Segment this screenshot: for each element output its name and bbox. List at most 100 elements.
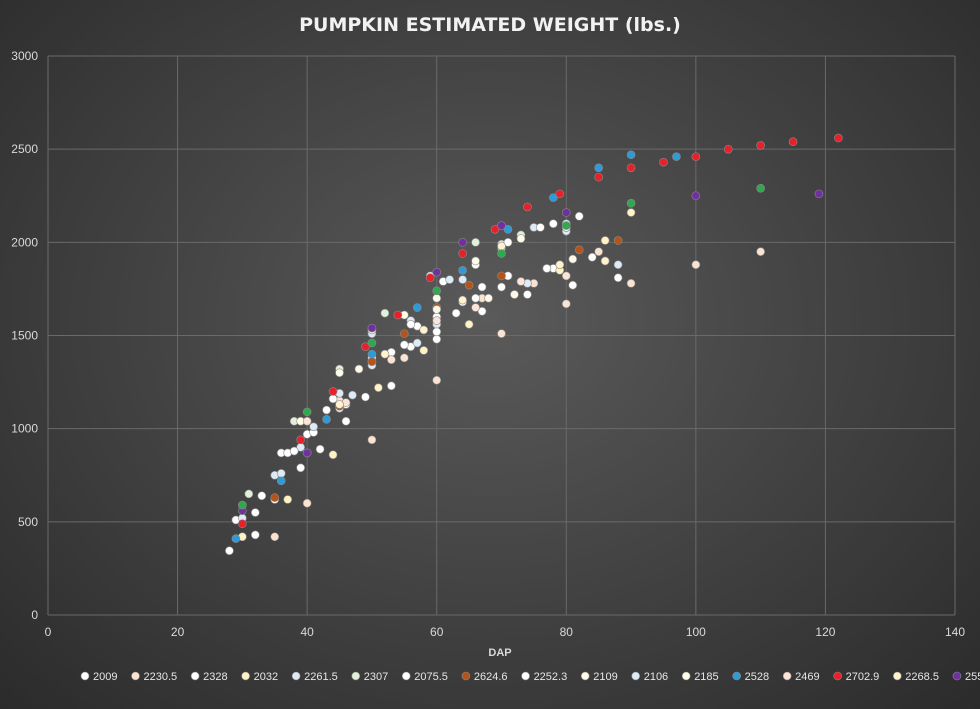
legend-item: 2268.5 xyxy=(892,671,939,683)
legend-label: 2106 xyxy=(644,671,668,683)
legend-label: 2261.5 xyxy=(304,671,338,683)
data-point xyxy=(400,340,409,350)
data-point xyxy=(626,208,636,217)
data-point xyxy=(432,305,442,314)
data-point xyxy=(594,163,603,173)
data-point xyxy=(367,357,377,366)
data-point xyxy=(471,293,480,303)
data-point xyxy=(568,280,578,290)
legend-marker xyxy=(892,671,902,681)
legend-item: 2032 xyxy=(241,671,278,683)
legend-label: 2469 xyxy=(795,671,819,683)
legend-marker xyxy=(461,671,471,681)
data-point xyxy=(341,416,351,426)
data-point xyxy=(561,271,571,281)
data-point xyxy=(834,133,843,143)
data-point xyxy=(497,271,506,281)
legend-item: 2106 xyxy=(631,671,668,683)
data-point xyxy=(367,349,377,359)
data-point xyxy=(354,364,364,374)
x-tick-label: 0 xyxy=(45,625,52,639)
legend-item: 2469 xyxy=(782,671,820,683)
data-point xyxy=(412,338,422,348)
data-point xyxy=(361,342,370,351)
data-point xyxy=(464,280,474,290)
x-tick-label: 20 xyxy=(171,625,185,639)
data-point xyxy=(296,463,305,473)
data-point xyxy=(613,236,623,245)
data-point xyxy=(516,277,526,286)
data-point xyxy=(276,476,286,486)
legend-item: 2528 xyxy=(732,671,769,683)
data-point xyxy=(497,221,506,230)
y-tick-label: 3000 xyxy=(11,49,38,63)
data-point xyxy=(328,394,338,404)
y-tick-label: 1500 xyxy=(11,329,38,343)
legend-item: 2009 xyxy=(80,671,117,683)
legend-label: 2307 xyxy=(364,671,388,683)
data-point xyxy=(497,249,506,258)
data-point xyxy=(412,303,422,312)
data-point xyxy=(302,407,312,417)
data-point xyxy=(419,346,429,355)
data-point xyxy=(257,491,267,501)
data-point xyxy=(406,320,416,329)
legend-marker xyxy=(521,671,530,681)
data-point xyxy=(328,387,338,396)
legend-item: 2185 xyxy=(681,671,719,683)
data-point xyxy=(400,329,409,338)
data-point xyxy=(251,530,260,540)
legend-item: 2261.5 xyxy=(291,671,338,683)
data-point xyxy=(600,236,610,245)
y-tick-label: 0 xyxy=(31,608,38,622)
data-point xyxy=(497,329,506,338)
data-point xyxy=(367,435,377,445)
legend-label: 2328 xyxy=(203,671,227,683)
data-point xyxy=(788,137,798,147)
data-point xyxy=(270,532,280,542)
x-tick-label: 100 xyxy=(686,625,706,639)
data-point xyxy=(432,334,442,344)
data-point xyxy=(374,383,383,392)
data-point xyxy=(348,390,357,400)
legend-item: 2075.5 xyxy=(401,671,448,683)
x-tick-label: 40 xyxy=(300,625,314,639)
data-point xyxy=(594,172,603,182)
data-point xyxy=(484,293,493,303)
data-point xyxy=(458,295,467,305)
data-point xyxy=(335,400,344,409)
data-point xyxy=(510,290,519,299)
data-point xyxy=(464,320,474,329)
data-point xyxy=(756,247,765,256)
data-point xyxy=(289,446,299,456)
legend-label: 2075.5 xyxy=(414,671,448,683)
data-point xyxy=(549,219,558,228)
data-point xyxy=(756,183,765,193)
data-point xyxy=(458,275,467,284)
data-point xyxy=(536,223,545,232)
legend-marker xyxy=(241,671,250,681)
data-point xyxy=(387,381,396,391)
data-point xyxy=(302,448,312,458)
data-point xyxy=(322,415,331,424)
y-tick-label: 2000 xyxy=(11,235,38,249)
data-point xyxy=(322,405,331,415)
data-point xyxy=(367,323,377,333)
data-point xyxy=(723,144,733,154)
data-point xyxy=(587,252,597,262)
data-point xyxy=(756,141,765,150)
data-point xyxy=(594,247,603,256)
data-point xyxy=(503,224,513,234)
y-tick-label: 1000 xyxy=(11,422,38,436)
data-point xyxy=(315,444,325,454)
data-point xyxy=(458,249,467,258)
data-point xyxy=(691,260,701,269)
data-point xyxy=(432,375,442,385)
data-point xyxy=(626,279,636,288)
data-point xyxy=(814,189,824,199)
x-tick-label: 140 xyxy=(945,625,965,639)
data-point xyxy=(561,208,571,217)
data-point xyxy=(523,290,532,299)
data-point xyxy=(568,254,578,264)
